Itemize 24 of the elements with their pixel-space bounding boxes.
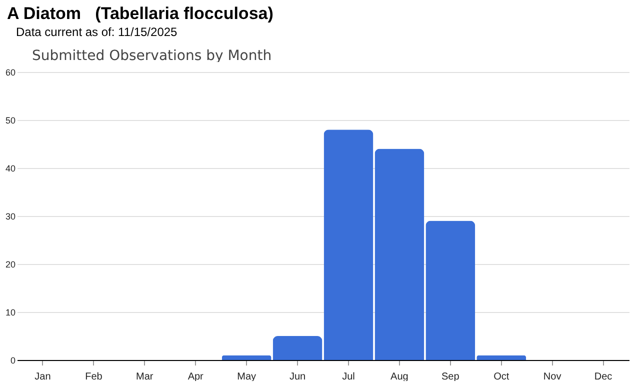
bar	[272, 336, 322, 360]
bar	[324, 130, 374, 360]
bar	[222, 355, 272, 360]
y-tick-label: 40	[5, 164, 16, 174]
x-tick-label: Feb	[85, 372, 103, 382]
bar	[426, 220, 476, 360]
y-tick-label: 30	[5, 212, 16, 222]
x-tick-label: Jan	[34, 372, 51, 382]
bar	[374, 148, 424, 360]
x-tick-label: Dec	[594, 372, 612, 382]
x-tick-label: Nov	[543, 372, 562, 382]
y-tick-label: 60	[5, 68, 16, 78]
y-tick-label: 10	[5, 308, 16, 318]
x-tick-label: Oct	[494, 372, 510, 382]
chart-title: A Diatom (Tabellaria flocculosa)	[7, 4, 274, 24]
text: Submitted Observations by Month	[32, 48, 272, 64]
x-tick-label: Jul	[342, 372, 355, 382]
x-tick-label: Jun	[289, 372, 306, 382]
chart-subtitle: Data current as of: 11/15/2025	[16, 25, 178, 39]
bar	[476, 355, 526, 360]
x-tick-label: Mar	[136, 372, 154, 382]
y-tick-label: 20	[5, 260, 16, 270]
y-tick-label: 50	[5, 116, 16, 126]
y-tick-label: 0	[10, 356, 16, 366]
